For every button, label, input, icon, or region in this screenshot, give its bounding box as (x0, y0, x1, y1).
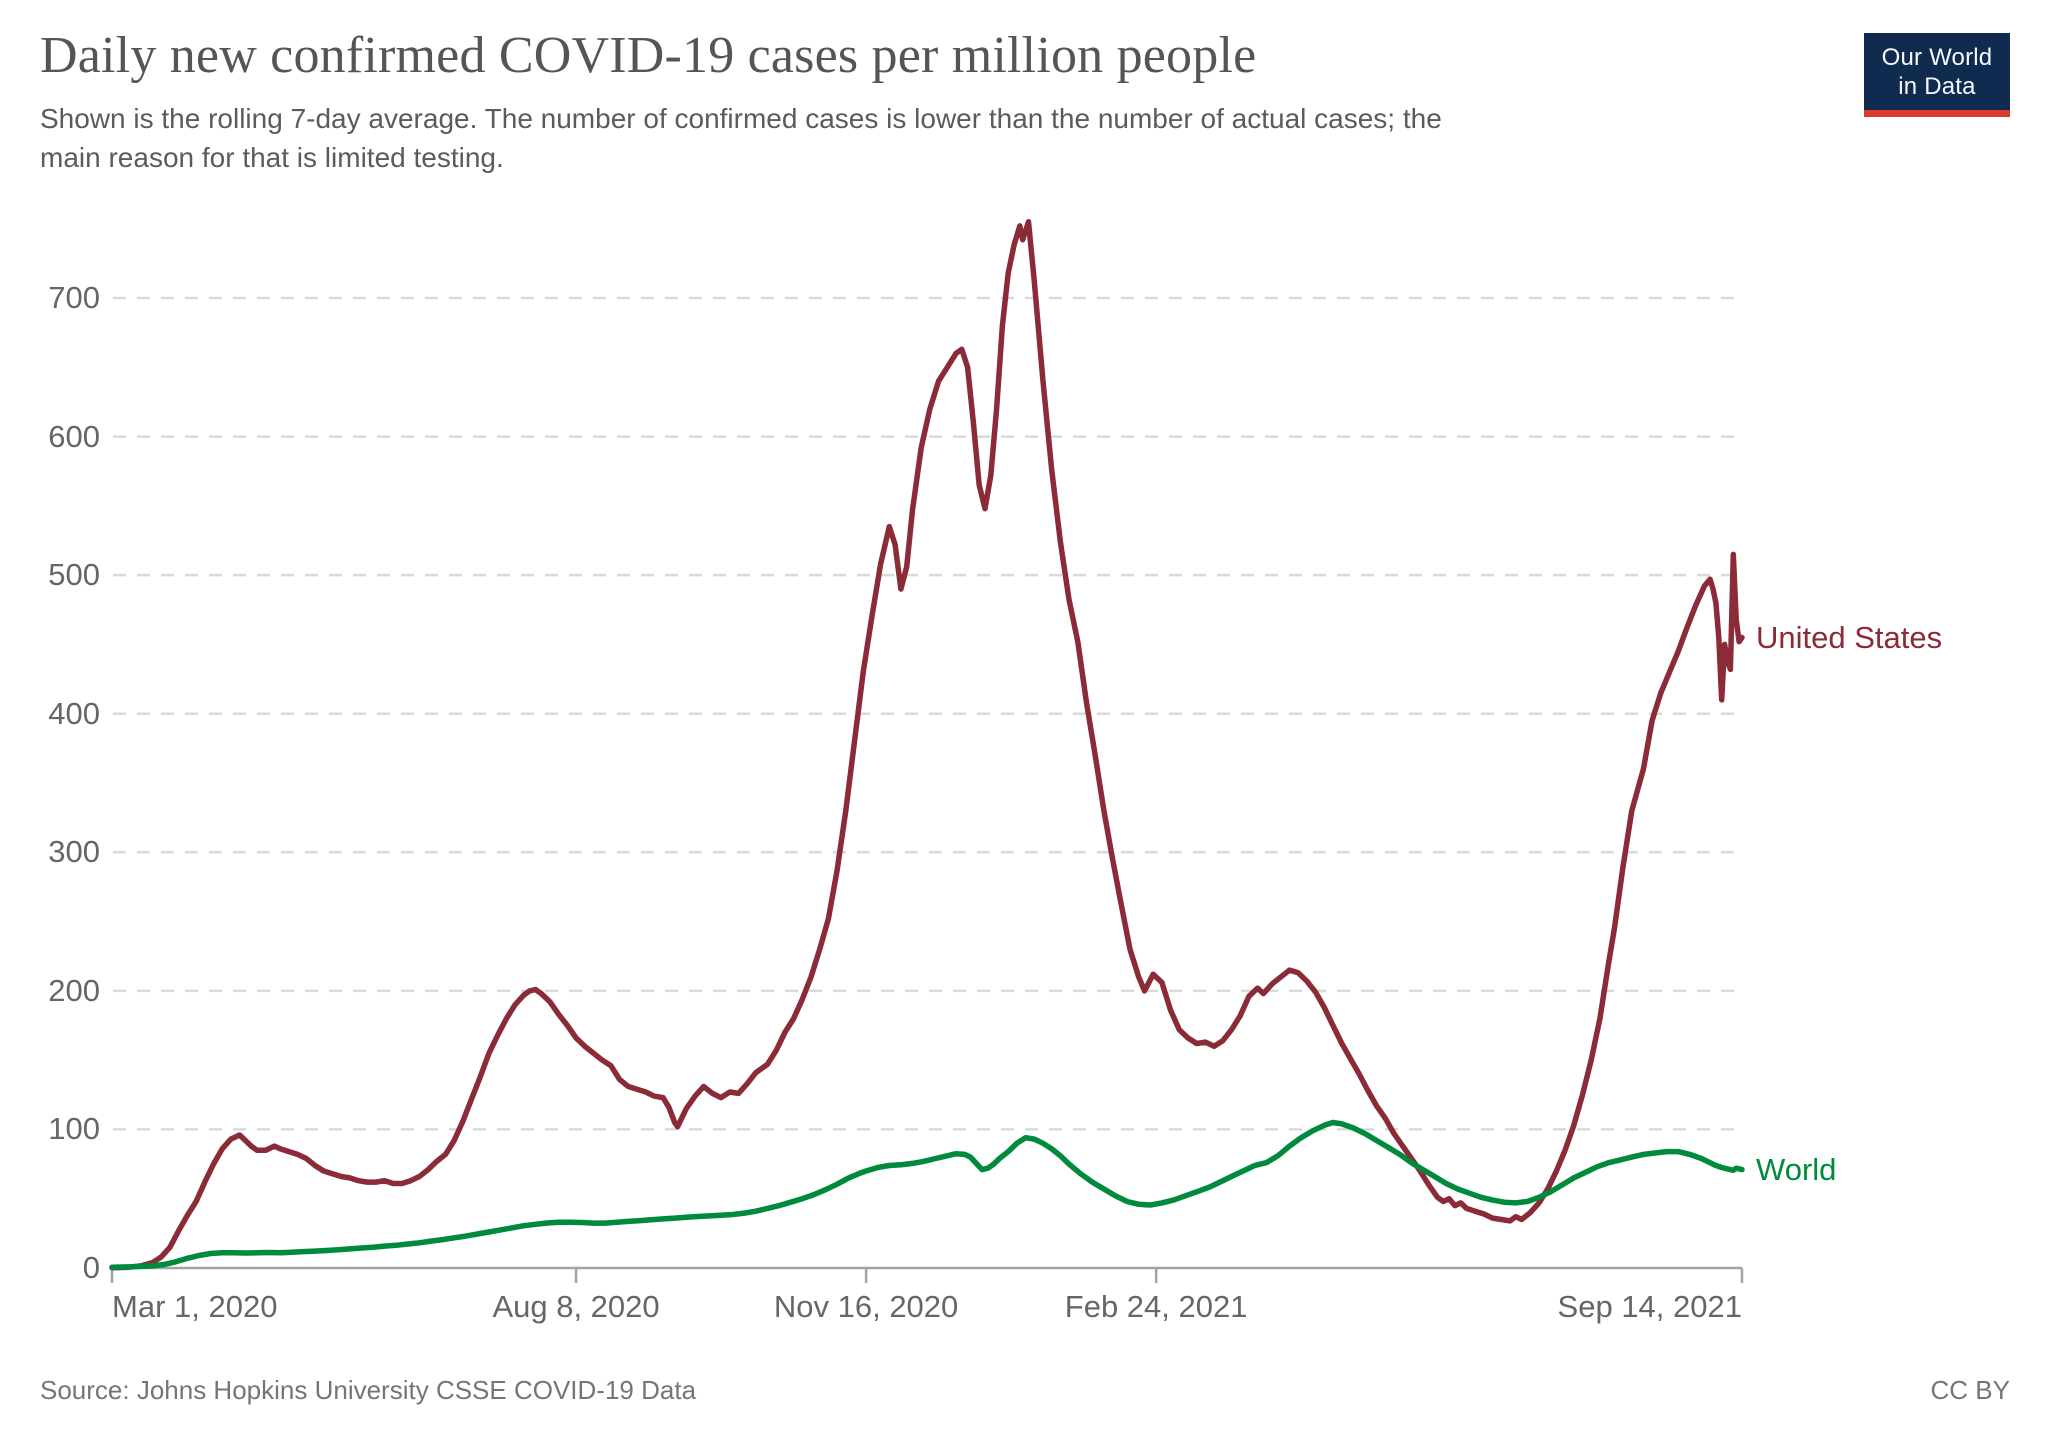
subtitle-line-2: main reason for that is limited testing. (40, 142, 504, 173)
series-line-united-states (109, 219, 1745, 1271)
x-axis-label-aug-8-2020: Aug 8, 2020 (492, 1289, 660, 1324)
y-axis-label-400: 400 (48, 695, 100, 731)
owid-logo-line-1: Our World (1881, 43, 1993, 71)
owid-logo[interactable]: Our World in Data (1864, 33, 2010, 117)
x-axis-label-mar-1-2020: Mar 1, 2020 (112, 1289, 278, 1324)
source-note: Source: Johns Hopkins University CSSE CO… (40, 1375, 697, 1405)
owid-logo-box: Our World in Data (1864, 33, 2010, 110)
subtitle-line-1: Shown is the rolling 7-day average. The … (40, 103, 1442, 134)
owid-logo-line-2: in Data (1898, 72, 1976, 100)
series-label-world: World (1756, 1151, 1837, 1187)
y-axis-label-500: 500 (48, 557, 100, 593)
x-axis-label-sep-14-2021: Sep 14, 2021 (1557, 1289, 1742, 1324)
owid-logo-red-bar (1864, 110, 2010, 117)
y-axis-label-600: 600 (48, 418, 100, 454)
page-subtitle: Shown is the rolling 7-day average. The … (40, 99, 1442, 177)
x-axis-label-nov-16-2020: Nov 16, 2020 (773, 1289, 959, 1324)
x-axis-label-feb-24-2021: Feb 24, 2021 (1064, 1289, 1248, 1324)
y-axis-label-0: 0 (82, 1250, 100, 1285)
y-axis-label-300: 300 (48, 834, 100, 870)
series-line-world (109, 1119, 1745, 1270)
chart-header: Daily new confirmed COVID-19 cases per m… (40, 26, 1442, 177)
chart-footer: Source: Johns Hopkins University CSSE CO… (40, 1375, 2010, 1406)
y-axis-label-200: 200 (48, 972, 100, 1008)
page-title: Daily new confirmed COVID-19 cases per m… (40, 27, 1257, 84)
y-axis-label-100: 100 (48, 1111, 100, 1147)
y-axis-label-700: 700 (48, 280, 100, 315)
license-note[interactable]: CC BY (1930, 1375, 2010, 1405)
series-label-united-states: United States (1756, 619, 1943, 655)
